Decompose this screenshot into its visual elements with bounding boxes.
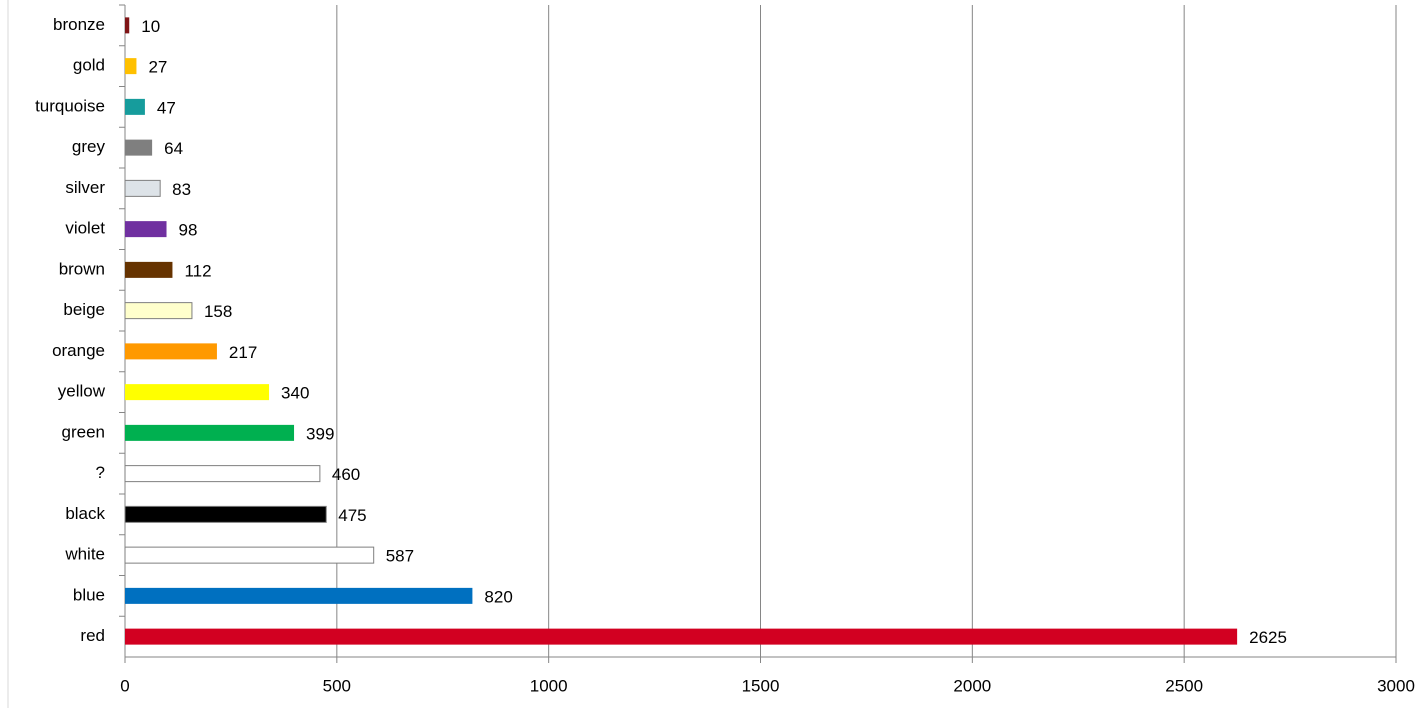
x-tick-label: 3000 <box>1377 676 1415 695</box>
y-tick-label: gold <box>73 56 105 75</box>
value-label: 399 <box>306 424 334 443</box>
y-tick-label: bronze <box>53 15 105 34</box>
y-tick-label: silver <box>65 178 105 197</box>
bar <box>125 384 270 401</box>
y-tick-label: violet <box>65 219 105 238</box>
value-label: 820 <box>484 587 512 606</box>
bar <box>125 261 173 278</box>
y-tick-label: white <box>64 545 105 564</box>
y-tick-label: beige <box>63 300 105 319</box>
bar <box>125 628 1238 645</box>
value-label: 27 <box>148 58 167 77</box>
bar <box>125 58 137 75</box>
bar <box>125 221 167 238</box>
bar <box>124 505 327 523</box>
y-tick-label: orange <box>52 341 105 360</box>
y-tick-label: red <box>80 626 105 645</box>
value-label: 475 <box>338 506 366 525</box>
x-tick-label: 1500 <box>742 676 780 695</box>
bar <box>124 302 193 320</box>
y-tick-label: grey <box>72 137 106 156</box>
x-tick-label: 1000 <box>530 676 568 695</box>
value-label: 217 <box>229 343 257 362</box>
value-label: 83 <box>172 180 191 199</box>
value-label: 158 <box>204 302 232 321</box>
value-label: 64 <box>164 139 183 158</box>
bar <box>125 343 217 360</box>
value-label: 2625 <box>1249 628 1287 647</box>
bar <box>125 139 153 156</box>
bar <box>125 17 130 34</box>
y-tick-label: yellow <box>58 382 106 401</box>
value-label: 112 <box>184 261 211 280</box>
value-label: 98 <box>179 221 198 240</box>
bar <box>125 424 295 441</box>
bar <box>125 98 145 115</box>
y-tick-label: black <box>65 504 105 523</box>
bar <box>124 179 161 197</box>
x-tick-label: 2000 <box>953 676 991 695</box>
value-label: 10 <box>141 17 160 36</box>
bar <box>125 587 473 604</box>
value-label: 460 <box>332 465 360 484</box>
x-tick-label: 500 <box>323 676 351 695</box>
x-tick-label: 0 <box>120 676 129 695</box>
x-tick-label: 2500 <box>1165 676 1203 695</box>
value-label: 587 <box>386 547 414 566</box>
value-label: 340 <box>281 384 309 403</box>
y-tick-label: turquoise <box>35 96 105 115</box>
value-label: 47 <box>157 98 176 117</box>
y-tick-label: brown <box>59 259 105 278</box>
bar <box>124 546 375 564</box>
y-tick-label: green <box>62 422 105 441</box>
y-tick-label: blue <box>73 585 105 604</box>
bar <box>124 465 321 483</box>
y-tick-label: ? <box>96 463 105 482</box>
